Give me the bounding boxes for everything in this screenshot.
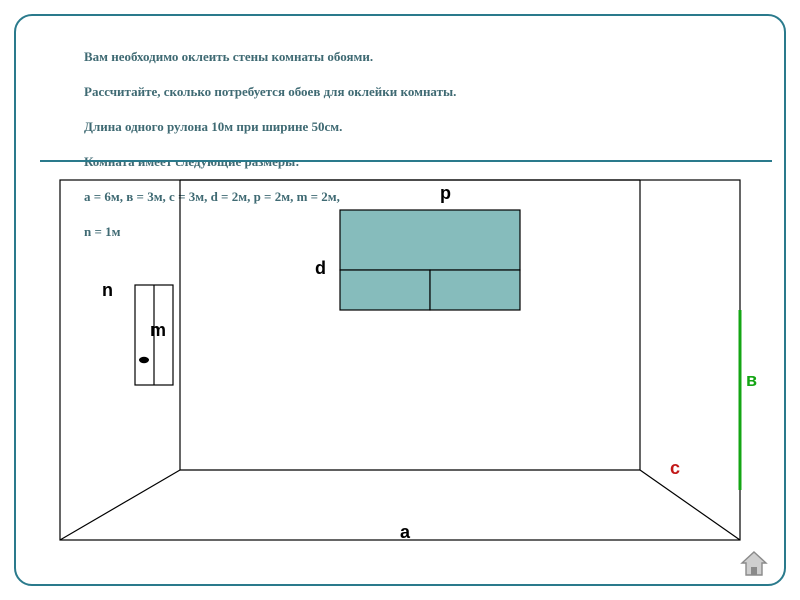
home-button[interactable] bbox=[738, 548, 770, 580]
label-p: p bbox=[440, 183, 451, 204]
window-bottom-left-pane bbox=[340, 270, 430, 310]
window-top-pane bbox=[340, 210, 520, 270]
slide: Вам необходимо оклеить стены комнаты обо… bbox=[0, 0, 800, 600]
label-a: a bbox=[400, 522, 410, 543]
floor-diag-left bbox=[60, 470, 180, 540]
label-n: n bbox=[102, 280, 113, 301]
label-b: в bbox=[746, 370, 757, 391]
room-diagram: p d n m в c a bbox=[40, 170, 760, 550]
divider-line bbox=[40, 160, 772, 162]
floor-diag-right bbox=[640, 470, 740, 540]
label-m: m bbox=[150, 320, 166, 341]
door-handle bbox=[139, 357, 149, 363]
task-line-3: Длина одного рулона 10м при ширине 50см. bbox=[84, 119, 342, 134]
room-svg bbox=[40, 170, 760, 550]
task-line-2: Рассчитайте, сколько потребуется обоев д… bbox=[84, 84, 456, 99]
label-d: d bbox=[315, 258, 326, 279]
task-line-1: Вам необходимо оклеить стены комнаты обо… bbox=[84, 49, 373, 64]
window-bottom-right-pane bbox=[430, 270, 520, 310]
home-icon bbox=[738, 548, 770, 580]
label-c: c bbox=[670, 458, 680, 479]
